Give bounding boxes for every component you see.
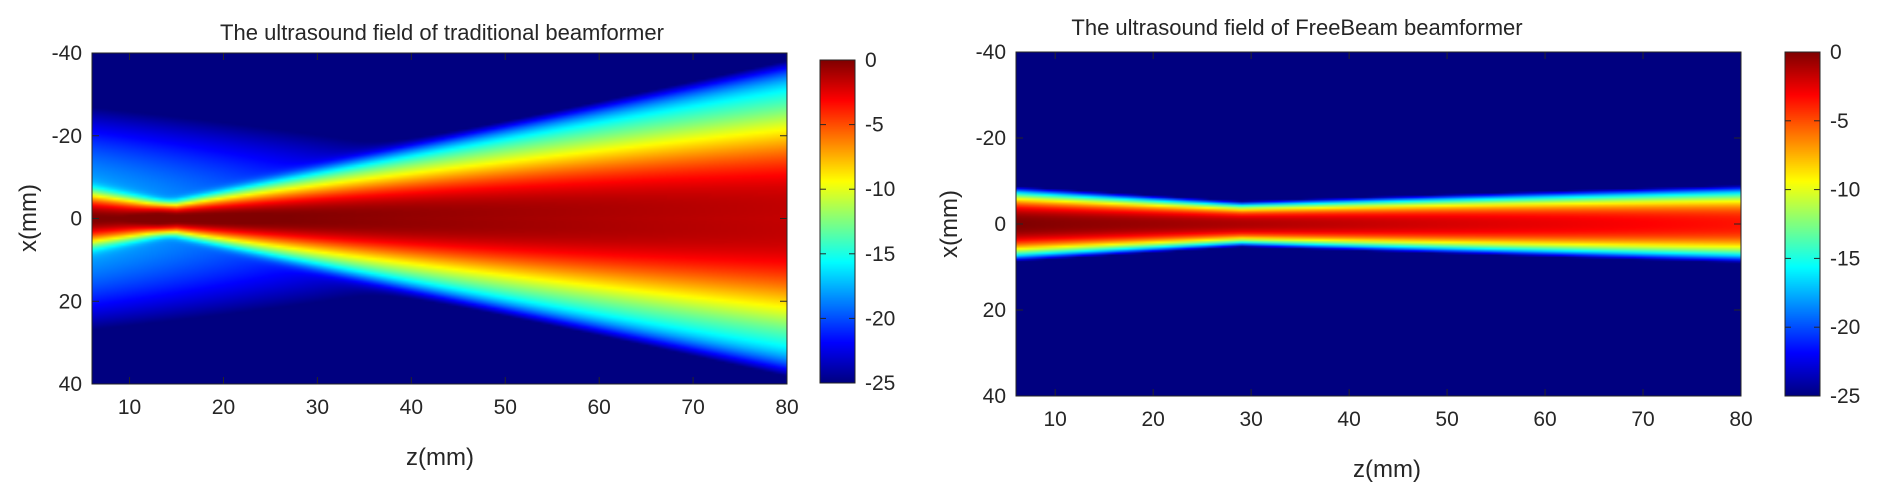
y-axis-ticks: -40 -20 0 20 40 xyxy=(976,41,1741,408)
x-tick-label: 70 xyxy=(1631,408,1654,431)
colorbar-frame xyxy=(819,59,856,384)
colorbar-tick-label: -25 xyxy=(865,372,895,395)
x-tick-label: 80 xyxy=(1729,408,1752,431)
y-axis-label: x(mm) xyxy=(15,184,42,252)
y-tick-label: 40 xyxy=(983,385,1006,408)
x-tick-label: 60 xyxy=(1533,408,1556,431)
colorbar-tick-label: -15 xyxy=(865,243,895,266)
colorbar-tick-label: -15 xyxy=(1830,247,1860,270)
colorbar-tick-label: 0 xyxy=(1830,41,1842,64)
y-tick-label: 40 xyxy=(59,373,82,396)
colorbar-tick-label: 0 xyxy=(865,49,877,72)
colorbar-image xyxy=(1785,52,1820,396)
x-tick-label: 20 xyxy=(212,396,235,419)
colorbar-tick-label: -5 xyxy=(865,114,884,137)
x-tick-label: 30 xyxy=(1239,408,1262,431)
x-tick-label: 30 xyxy=(306,396,329,419)
x-tick-label: 10 xyxy=(118,396,141,419)
x-tick-label: 70 xyxy=(681,396,704,419)
x-tick-label: 20 xyxy=(1141,408,1164,431)
y-tick-label: 0 xyxy=(994,213,1006,236)
x-axis-ticks: 10 20 30 40 50 60 70 80 xyxy=(118,53,799,419)
colorbar-tick-label: -5 xyxy=(1830,110,1849,133)
colorbar-tick-label: -20 xyxy=(1830,316,1860,339)
colorbar-tick-label: -10 xyxy=(1830,179,1860,202)
x-tick-label: 40 xyxy=(400,396,423,419)
chart-title: The ultrasound field of traditional beam… xyxy=(220,20,664,45)
y-axis-label: x(mm) xyxy=(936,190,963,258)
y-tick-label: 0 xyxy=(70,208,82,231)
heatmap-image xyxy=(92,53,787,384)
y-tick-label: -40 xyxy=(52,42,82,65)
y-axis-ticks: -40 -20 0 20 40 xyxy=(52,42,787,396)
heatmap-image xyxy=(1016,52,1741,396)
colorbar-tick-label: -10 xyxy=(865,178,895,201)
x-axis-label: z(mm) xyxy=(406,444,474,471)
colorbar-image xyxy=(820,60,855,383)
y-tick-label: -20 xyxy=(976,127,1006,150)
colorbar-tick-label: -20 xyxy=(865,307,895,330)
x-tick-label: 50 xyxy=(494,396,517,419)
y-tick-label: -20 xyxy=(52,125,82,148)
y-tick-label: 20 xyxy=(59,290,82,313)
x-axis-label: z(mm) xyxy=(1353,456,1421,483)
panel-traditional: The ultrasound field of traditional beam… xyxy=(15,20,895,471)
colorbar-ticks: 0 -5 -10 -15 -20 -25 xyxy=(820,49,895,395)
x-tick-label: 10 xyxy=(1044,408,1067,431)
y-tick-label: 20 xyxy=(983,299,1006,322)
colorbar-tick-label: -25 xyxy=(1830,385,1860,408)
x-tick-label: 60 xyxy=(587,396,610,419)
x-tick-label: 40 xyxy=(1337,408,1360,431)
chart-title: The ultrasound field of FreeBeam beamfor… xyxy=(1071,15,1522,40)
y-tick-label: -40 xyxy=(976,41,1006,64)
panel-freebeam: The ultrasound field of FreeBeam beamfor… xyxy=(936,15,1860,483)
colorbar-frame xyxy=(1784,51,1821,397)
x-tick-label: 50 xyxy=(1435,408,1458,431)
colorbar-ticks: 0 -5 -10 -15 -20 -25 xyxy=(1785,41,1860,408)
x-tick-label: 80 xyxy=(775,396,798,419)
x-axis-ticks: 10 20 30 40 50 60 70 80 xyxy=(1044,52,1753,431)
